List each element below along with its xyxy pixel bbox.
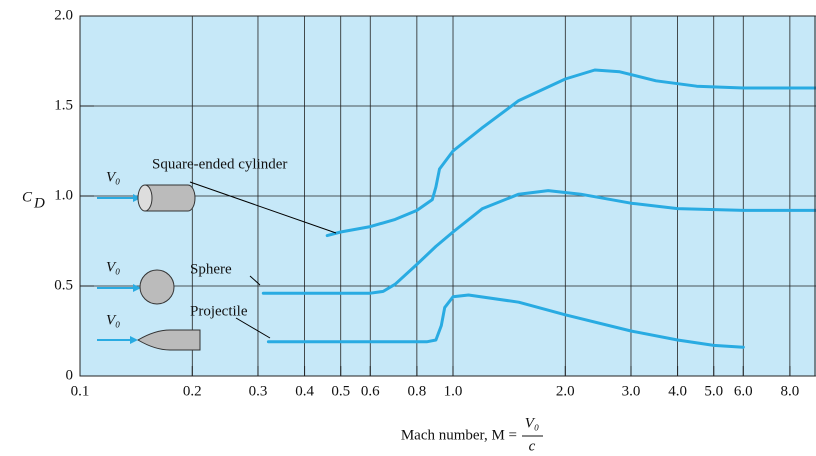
x-tick-label: 2.0 (556, 383, 575, 399)
pointer (189, 181, 337, 234)
x-label-numerator: V₀ (525, 415, 539, 431)
annotation: Sphere (190, 261, 232, 277)
arrow-head (130, 336, 138, 344)
arrow-head (133, 284, 141, 292)
arrow-head (133, 194, 141, 202)
v0-label: V₀ (106, 259, 120, 275)
x-tick-label: 3.0 (622, 383, 641, 399)
projectile-icon (137, 329, 201, 351)
y-tick-label: 1.0 (54, 187, 73, 203)
x-tick-label: 1.0 (444, 383, 463, 399)
x-tick-label: 6.0 (734, 383, 753, 399)
y-label-sub: D (33, 195, 45, 211)
y-label: C (22, 189, 33, 205)
curves (261, 68, 816, 349)
pointer (249, 275, 261, 286)
x-tick-label: 0.2 (183, 383, 202, 399)
sphere-icon (139, 269, 175, 305)
x-label-denominator: c (529, 438, 536, 454)
y-tick-label: 1.5 (54, 97, 73, 113)
x-tick-label: 0.4 (295, 383, 314, 399)
x-tick-label: 5.0 (704, 383, 723, 399)
curve (325, 68, 816, 238)
x-tick-label: 4.0 (668, 383, 687, 399)
v0-label: V₀ (106, 169, 120, 185)
annotation: Projectile (190, 303, 248, 319)
curve (261, 189, 816, 295)
x-tick-label: 0.6 (361, 383, 380, 399)
x-tick-label: 8.0 (781, 383, 800, 399)
cylinder-end (137, 184, 153, 212)
curve (266, 293, 745, 349)
x-label: Mach number, M = (401, 427, 517, 443)
v0-label: V₀ (106, 312, 120, 328)
axes-frame (79, 15, 816, 377)
y-tick-label: 0.5 (54, 277, 73, 293)
x-tick-label: 0.8 (407, 383, 426, 399)
cylinder-icon (144, 184, 196, 212)
y-tick-label: 2.0 (54, 7, 73, 23)
x-tick-label: 0.3 (249, 383, 268, 399)
x-tick-label: 0.5 (331, 383, 350, 399)
annotation: Square-ended cylinder (152, 156, 287, 172)
pointer (235, 317, 271, 339)
y-tick-label: 0 (66, 367, 74, 383)
icons (97, 181, 337, 351)
x-tick-label: 0.1 (71, 383, 90, 399)
